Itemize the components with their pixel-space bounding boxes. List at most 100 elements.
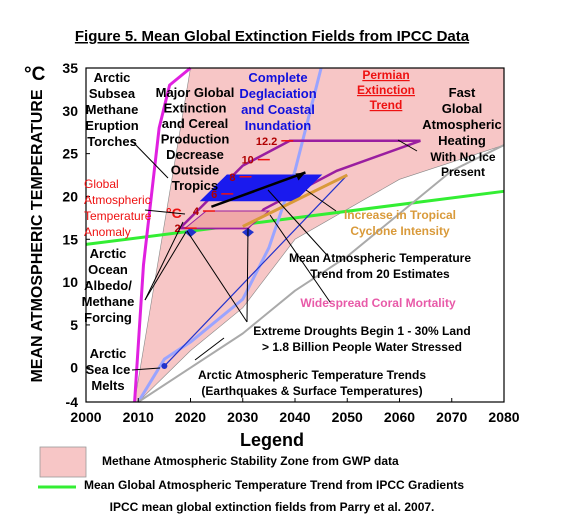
mean-trend-arrow <box>210 171 306 208</box>
y-tick-label: 10 <box>62 274 78 290</box>
annotation-arctic-ocean: Ocean <box>88 262 128 277</box>
stability-boundary-curve <box>137 144 505 403</box>
y-axis-unit: °C <box>24 64 46 85</box>
annotation-leader-line <box>144 209 186 215</box>
annotation-global-temperature-anomaly: Temperature <box>84 209 152 223</box>
y-tick-label: 30 <box>62 103 78 119</box>
annotation-global-temperature-anomaly: Anomaly <box>84 225 131 239</box>
x-tick-label: 2040 <box>279 409 310 425</box>
annotation-mean-trend-20: Mean Atmospheric Temperature <box>289 251 471 265</box>
x-tick-label: 2020 <box>175 409 206 425</box>
annotation-leader-line <box>267 189 327 255</box>
y-tick-label: 35 <box>62 60 78 76</box>
annotation-coral-mortality: Widespread Coral Mortality <box>300 296 456 310</box>
annotation-extreme-droughts: Extreme Droughts Begin 1 - 30% Land <box>253 324 470 338</box>
y-tick-label: 25 <box>62 146 78 162</box>
x-tick-label: 2080 <box>488 409 519 425</box>
annotation-arctic-subsea: Torches <box>87 134 137 149</box>
legend-swatch-stability-zone <box>39 446 87 478</box>
annotation-complete-deglaciation: Complete <box>248 70 307 85</box>
x-tick-label: 2050 <box>332 409 363 425</box>
annotation-major-global-extinction: Tropics <box>172 178 218 193</box>
annotation-tropical-cyclone: Cyclone Intensity <box>350 224 450 238</box>
y-axis-label: MEAN ATMOSPHERIC TEMPERATURE <box>29 89 46 382</box>
methane-eruption-curve <box>133 66 192 403</box>
y-tick-label: -4 <box>66 394 79 410</box>
annotation-major-global-extinction: Major Global <box>156 85 235 100</box>
annotation-global-temperature-anomaly: Global <box>84 177 119 191</box>
x-tick-label: 2000 <box>70 409 101 425</box>
arctic-temperature-curve <box>136 67 323 403</box>
annotation-arctic-subsea: Arctic <box>94 70 131 85</box>
annotation-permian-trend: Permian <box>362 68 409 82</box>
annotation-leader-line <box>144 221 184 301</box>
y-tick-label: 5 <box>70 317 78 333</box>
x-tick-label: 2010 <box>123 409 154 425</box>
ocean-forcing-marker <box>184 228 197 238</box>
annotation-major-global-extinction: Extinction <box>164 101 227 116</box>
annotation-global-temperature-anomaly: Atmospheric <box>84 193 151 207</box>
legend-label-trend-line: Mean Global Atmospheric Temperature Tren… <box>84 478 464 492</box>
annotation-complete-deglaciation: Deglaciation <box>239 86 316 101</box>
x-tick-label: 2070 <box>436 409 467 425</box>
annotation-major-global-extinction: Outside <box>171 163 219 178</box>
annotation-with-no-ice: Present <box>441 165 485 179</box>
annotation-permian-trend: Extinction <box>357 83 415 97</box>
arctic-ocean-forcing-line <box>163 174 348 367</box>
annotation-leader-line <box>397 139 418 152</box>
annotation-arctic-ocean: Albedo/ <box>84 278 132 293</box>
annotation-leader-line <box>186 230 248 323</box>
annotation-leader-line <box>131 367 161 371</box>
y-tick-label: 15 <box>62 231 78 247</box>
annotation-arctic-trends: (Earthquakes & Surface Temperatures) <box>201 384 422 398</box>
annotation-arctic-subsea: Eruption <box>85 118 138 133</box>
annotation-leader-line <box>246 227 249 323</box>
trend-line-ipcc <box>85 189 505 246</box>
annotation-with-no-ice: With No Ice <box>430 150 496 164</box>
figure-caption: IPCC mean global extinction fields from … <box>110 500 435 514</box>
x-tick-label: 2030 <box>227 409 258 425</box>
estimate-label: 10 <box>242 155 254 167</box>
annotation-arctic-subsea: Subsea <box>89 86 136 101</box>
annotation-arctic-subsea: Methane <box>86 102 139 117</box>
annotation-arctic-sea-ice: Arctic <box>90 346 127 361</box>
annotation-leader-line <box>144 231 187 301</box>
axis-ticks: 2000 2010 2020 2030 2040 2050 2060 2070 2080-405… <box>62 60 519 425</box>
annotation-leader-line <box>194 337 225 361</box>
sea-ice-marker <box>161 363 168 370</box>
mean-trend-arrowhead <box>295 172 306 181</box>
annotation-extreme-droughts: > 1.8 Billion People Water Stressed <box>262 340 462 354</box>
legend-heading: Legend <box>240 430 304 450</box>
estimate-label: 4 <box>193 206 200 218</box>
annotation-mean-trend-20: Trend from 20 Estimates <box>310 267 450 281</box>
series-layer <box>85 66 505 403</box>
annotation-fast-global-heating: Fast <box>449 85 476 100</box>
annotation-tropical-cyclone: Increase in Tropical <box>344 208 456 222</box>
annotation-leader-line <box>305 189 337 212</box>
annotation-permian-trend: Trend <box>370 98 403 112</box>
estimate-label: 2 <box>175 223 181 235</box>
annotation-fast-global-heating: Global <box>442 101 482 116</box>
annotation-arctic-sea-ice: Sea Ice <box>86 362 131 377</box>
annotation-major-global-extinction: Production <box>161 132 230 147</box>
annotation-major-global-extinction: and Cereal <box>162 116 228 131</box>
estimate-label: 6 <box>211 189 217 201</box>
annotation-complete-deglaciation: Inundation <box>245 118 311 133</box>
annotation-leader-line <box>130 139 169 179</box>
estimate-label: 12.2 <box>256 136 277 148</box>
annotation-layer: ArcticSubseaMethaneEruptionTorchesMajor … <box>82 68 502 398</box>
annotation-leader-line <box>269 214 331 303</box>
annotation-fast-global-heating: Atmospheric <box>422 117 501 132</box>
annotation-arctic-ocean: Forcing <box>84 310 132 325</box>
x-tick-label: 2060 <box>384 409 415 425</box>
y-tick-label: 20 <box>62 188 78 204</box>
annotation-arctic-ocean: Arctic <box>90 246 127 261</box>
chart-title: Figure 5. Mean Global Extinction Fields … <box>75 28 470 45</box>
annotation-major-global-extinction: Decrease <box>166 147 224 162</box>
annotation-fast-global-heating: Heating <box>438 133 486 148</box>
y-tick-label: 0 <box>70 360 78 376</box>
annotation-complete-deglaciation: and Coastal <box>241 102 315 117</box>
